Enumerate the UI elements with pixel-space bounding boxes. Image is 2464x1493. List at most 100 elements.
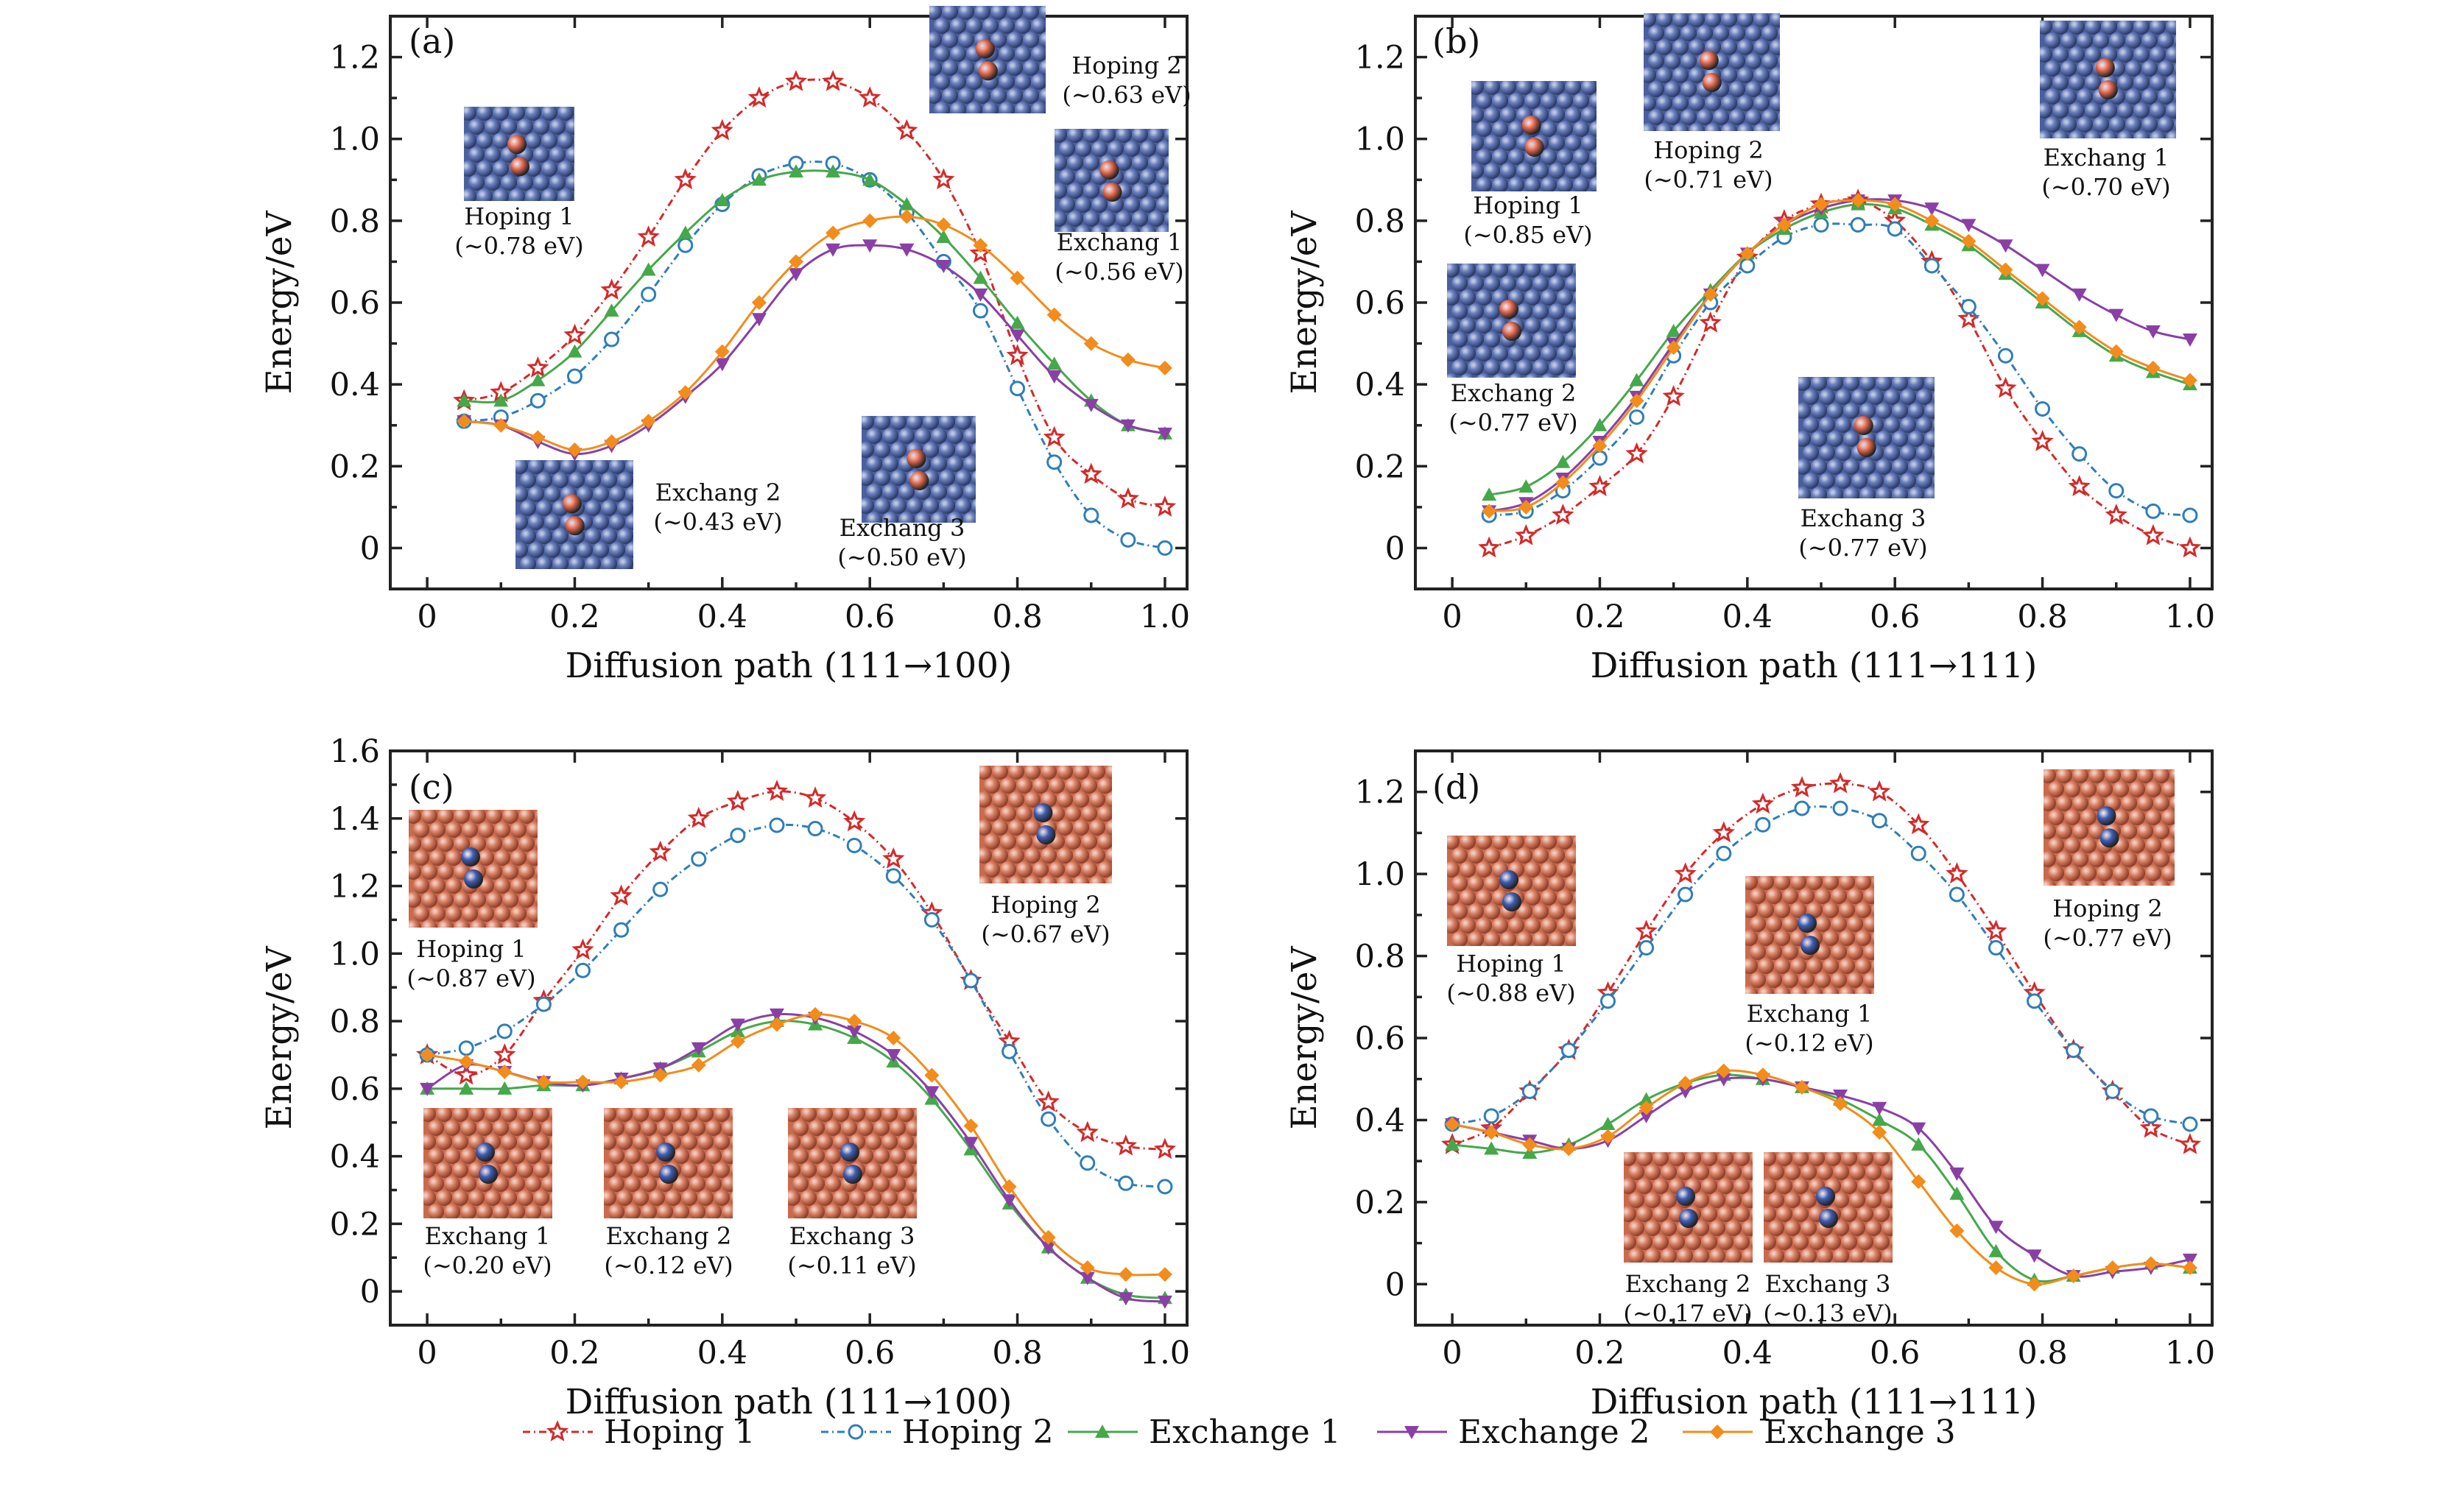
adatom — [1499, 870, 1518, 889]
data-point — [886, 1048, 901, 1062]
data-point — [973, 270, 988, 284]
inset-caption: Hoping 2 — [990, 891, 1101, 919]
data-point — [1794, 1079, 1809, 1095]
inset-energy: (∼0.17 eV) — [1623, 1299, 1752, 1327]
data-point — [493, 417, 509, 433]
data-point — [2105, 1083, 2121, 1099]
data-point — [1666, 340, 1681, 356]
x-tick-label: 0 — [417, 599, 437, 635]
adatom — [2095, 58, 2115, 77]
data-point — [1120, 352, 1136, 367]
inset-caption: Exchang 2 — [1451, 379, 1577, 407]
inset-caption: Hoping 1 — [416, 935, 527, 963]
data-point — [730, 827, 746, 844]
data-point — [1404, 1426, 1419, 1439]
data-point — [1080, 462, 1102, 484]
data-point — [1518, 479, 1534, 493]
data-point — [2071, 288, 2087, 302]
data-point — [2145, 360, 2161, 375]
data-point — [730, 1034, 745, 1049]
adatom — [2098, 80, 2118, 99]
structure-inset — [1644, 13, 1780, 131]
legend-entry: Hoping 1 — [523, 1413, 756, 1451]
data-point — [804, 786, 827, 808]
data-point — [1157, 360, 1172, 375]
structure-inset — [515, 460, 633, 569]
data-point — [1002, 1043, 1018, 1059]
data-point — [641, 414, 656, 429]
data-point — [846, 837, 862, 853]
data-point — [1041, 1111, 1057, 1127]
structure-inset — [788, 1108, 917, 1218]
adatom — [507, 135, 527, 155]
data-point — [826, 243, 841, 257]
data-point — [1157, 427, 1172, 441]
data-point — [2178, 1132, 2202, 1154]
inset-caption: Exchang 2 — [655, 479, 781, 507]
adatom — [510, 157, 529, 177]
data-point — [1638, 1092, 1654, 1106]
series-line — [1451, 1069, 2191, 1285]
data-point — [899, 209, 915, 225]
adatom — [1702, 73, 1722, 92]
chart-panel: 0 0.2 0.4 0.6 0.8 1.0 0 0.2 0.4 0.6 0.8 1.0 1.2 Diffu… — [1284, 13, 2215, 686]
inset-energy: (∼0.77 eV) — [1798, 534, 1927, 562]
y-axis-label: Energy/eV — [1284, 945, 1325, 1129]
data-point — [2027, 1249, 2042, 1263]
x-tick-label: 0.8 — [2017, 599, 2067, 635]
data-point — [847, 1025, 862, 1039]
x-axis-label: Diffusion path (111→111) — [1591, 646, 2038, 686]
data-point — [962, 973, 979, 989]
data-point — [936, 217, 951, 233]
data-point — [1120, 419, 1136, 433]
data-point — [1712, 821, 1735, 843]
data-point — [1552, 504, 1574, 525]
data-point — [1814, 197, 1829, 212]
data-point — [2178, 536, 2202, 558]
data-point — [1961, 233, 1977, 249]
data-point — [497, 1081, 513, 1095]
data-point — [1083, 507, 1099, 523]
data-point — [496, 1023, 513, 1040]
x-tick-label: 1.0 — [1140, 1335, 1190, 1372]
data-point — [1483, 1108, 1499, 1124]
structure-inset — [2040, 21, 2176, 138]
y-tick-label: 0.6 — [330, 285, 380, 322]
data-point — [1080, 1260, 1095, 1275]
data-point — [1518, 499, 1534, 515]
data-point — [1997, 347, 2013, 364]
data-point — [2071, 446, 2088, 462]
y-tick-label: 0 — [1385, 530, 1405, 567]
data-point — [563, 323, 586, 345]
x-tick-label: 0.4 — [1722, 1335, 1773, 1372]
y-tick-label: 0.4 — [1355, 367, 1405, 403]
data-point — [691, 1042, 706, 1056]
data-point — [571, 938, 594, 960]
adatom — [1033, 803, 1053, 822]
data-point — [530, 430, 546, 445]
data-point — [1751, 792, 1775, 814]
data-point — [1484, 1141, 1499, 1155]
x-tick-label: 0 — [417, 1335, 437, 1372]
plot-frame — [389, 749, 1189, 1327]
data-point — [493, 1042, 516, 1065]
series-line — [464, 169, 1166, 435]
structure-inset — [1471, 81, 1597, 191]
data-point — [641, 262, 656, 276]
data-point — [1478, 536, 1501, 558]
adatom — [843, 1165, 862, 1184]
data-point — [1482, 504, 1497, 519]
data-point — [1998, 262, 2013, 278]
data-point — [1946, 862, 1968, 884]
data-point — [455, 1063, 478, 1085]
data-point — [1985, 920, 2007, 942]
x-tick-label: 0.4 — [1722, 599, 1773, 635]
data-point — [2139, 1116, 2163, 1138]
data-point — [1988, 1243, 2004, 1257]
data-point — [769, 817, 785, 833]
inset-caption: Exchang 1 — [425, 1222, 551, 1250]
data-point — [2035, 264, 2050, 278]
data-point — [493, 393, 509, 407]
structure-inset — [1055, 129, 1169, 232]
chart-panel: 0 0.2 0.4 0.6 0.8 1.0 0 0.2 0.4 0.6 0.8 1.0 1.2 Diffu… — [1284, 749, 2215, 1422]
